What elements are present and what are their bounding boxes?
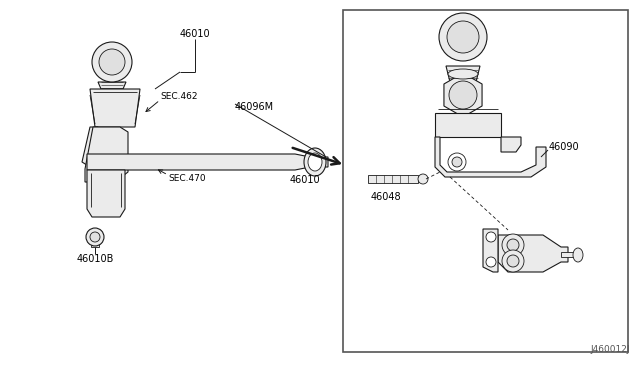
- Polygon shape: [446, 66, 480, 82]
- Polygon shape: [501, 137, 521, 152]
- Ellipse shape: [573, 248, 583, 262]
- Ellipse shape: [448, 69, 478, 79]
- Polygon shape: [82, 127, 98, 167]
- Circle shape: [86, 228, 104, 246]
- Polygon shape: [85, 127, 128, 182]
- Text: 46090: 46090: [549, 142, 580, 152]
- Text: 46096M: 46096M: [235, 102, 274, 112]
- Circle shape: [502, 250, 524, 272]
- Polygon shape: [498, 235, 568, 272]
- Polygon shape: [90, 89, 140, 127]
- Circle shape: [449, 81, 477, 109]
- Polygon shape: [483, 229, 498, 272]
- Polygon shape: [561, 252, 578, 257]
- Polygon shape: [91, 237, 99, 247]
- Text: 46010: 46010: [180, 29, 211, 39]
- Polygon shape: [435, 113, 501, 137]
- Polygon shape: [87, 170, 125, 217]
- Circle shape: [502, 234, 524, 256]
- Circle shape: [447, 21, 479, 53]
- Polygon shape: [368, 175, 418, 183]
- Text: 46010: 46010: [290, 175, 320, 185]
- Text: J460012J: J460012J: [591, 345, 630, 354]
- Circle shape: [92, 42, 132, 82]
- Ellipse shape: [304, 148, 326, 176]
- Polygon shape: [435, 137, 546, 177]
- Ellipse shape: [308, 153, 322, 171]
- Circle shape: [486, 257, 496, 267]
- Circle shape: [507, 255, 519, 267]
- Text: SEC.470: SEC.470: [168, 173, 205, 183]
- Circle shape: [448, 153, 466, 171]
- Circle shape: [507, 239, 519, 251]
- Polygon shape: [444, 73, 482, 117]
- Polygon shape: [87, 154, 328, 170]
- Text: SEC.462: SEC.462: [160, 92, 198, 100]
- Circle shape: [90, 232, 100, 242]
- Circle shape: [99, 49, 125, 75]
- Text: 46048: 46048: [371, 192, 401, 202]
- Text: 46010B: 46010B: [76, 254, 114, 264]
- Circle shape: [439, 13, 487, 61]
- Circle shape: [418, 174, 428, 184]
- Circle shape: [452, 157, 462, 167]
- Circle shape: [486, 232, 496, 242]
- Polygon shape: [98, 82, 126, 89]
